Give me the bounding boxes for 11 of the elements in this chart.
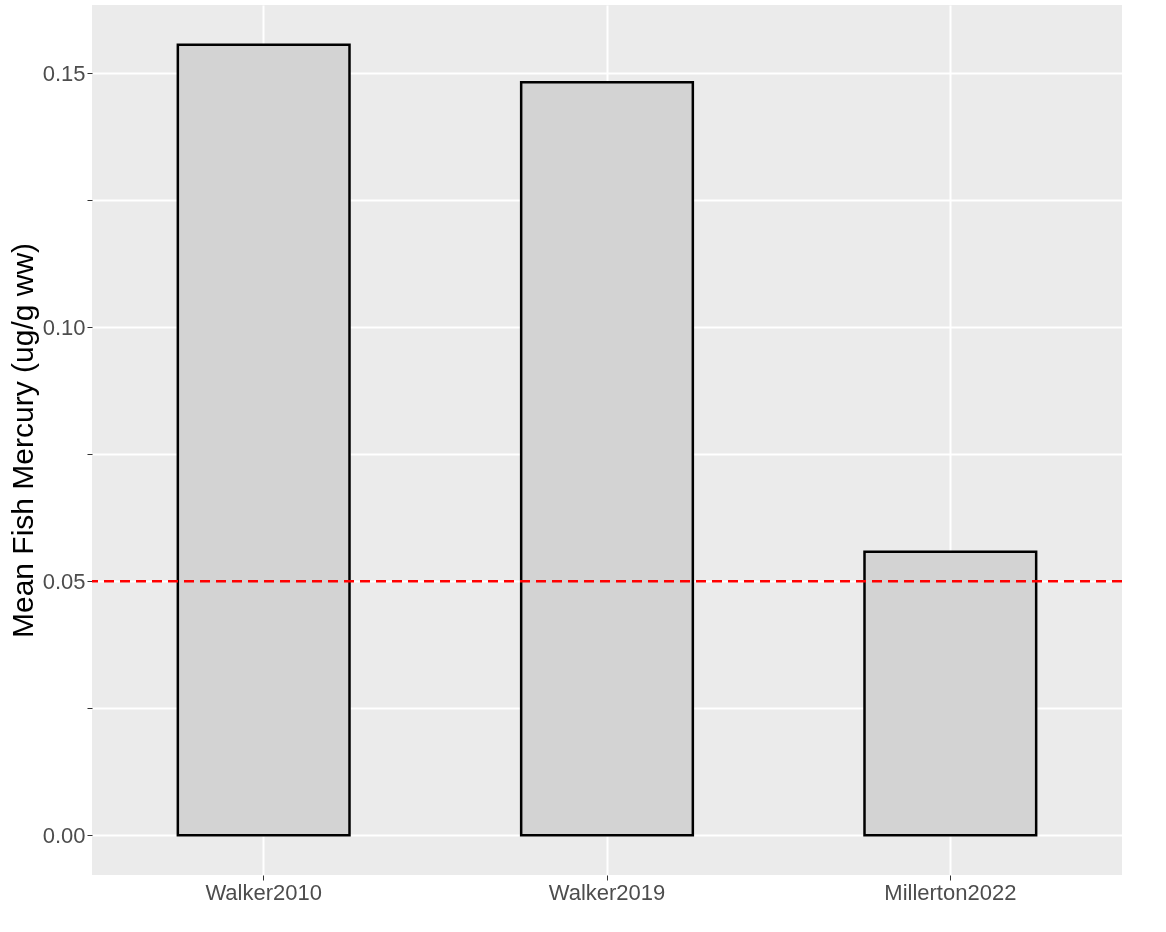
y-axis-title: Mean Fish Mercury (ug/g ww) [5,242,39,639]
text: 0.00 [42,822,86,848]
y-tick-label: 0.15 [42,60,86,86]
x-tick-label: Walker2010 [205,879,322,905]
bar [519,80,695,837]
x-tick-label: Walker2019 [548,879,666,905]
y-tick-label: 0.05 [42,568,86,594]
x-tick-label: Millerton2022 [884,879,1017,905]
y-tick-label: 0.10 [42,314,86,340]
bar [176,43,351,837]
bar [863,550,1038,837]
